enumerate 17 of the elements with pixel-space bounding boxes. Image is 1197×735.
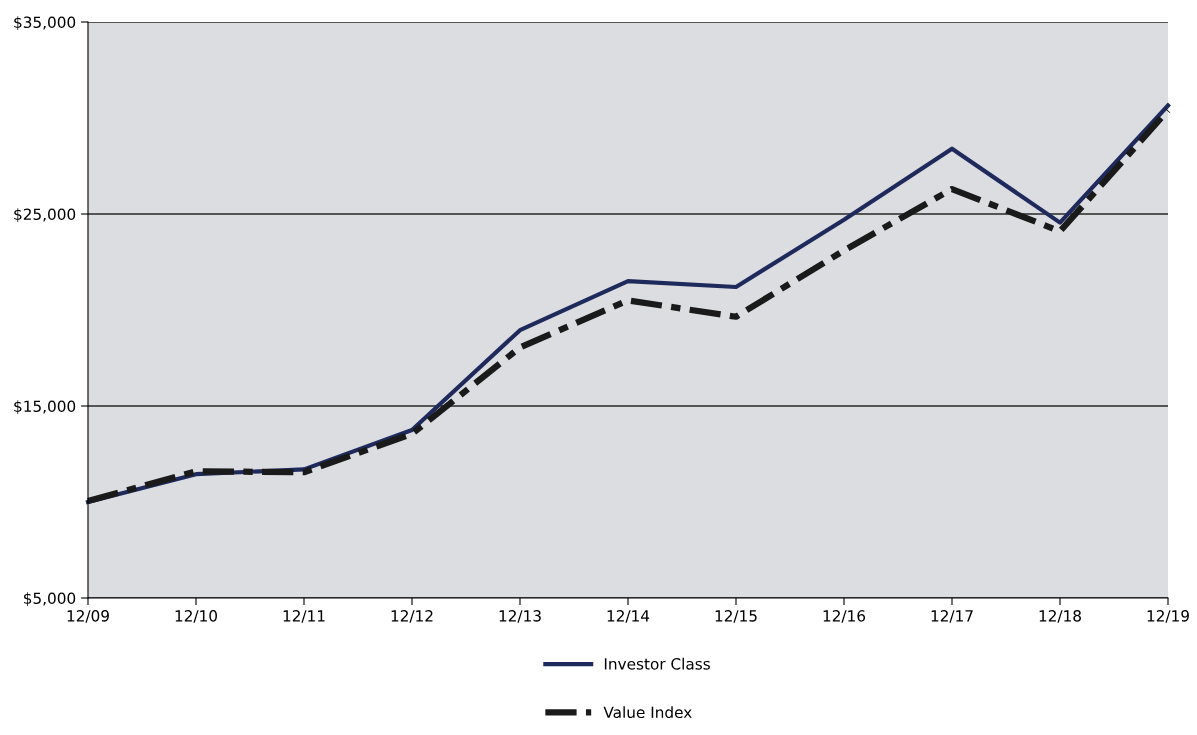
y-tick-label: $15,000 — [14, 400, 76, 415]
y-tick-label: $35,000 — [14, 16, 76, 31]
x-tick-label: 12/09 — [67, 610, 109, 623]
x-tick-label: 12/17 — [931, 610, 973, 623]
x-tick-label: 12/11 — [283, 610, 325, 623]
y-tick-label: $25,000 — [14, 208, 76, 223]
x-tick-label: 12/10 — [175, 610, 217, 623]
x-tick-label: 12/18 — [1039, 610, 1081, 623]
x-tick-label: 12/12 — [391, 610, 433, 623]
x-tick-label: 12/19 — [1147, 610, 1189, 623]
x-tick-label: 12/14 — [607, 610, 650, 623]
y-tick-label: $5,000 — [24, 592, 76, 607]
x-tick-label: 12/13 — [499, 610, 541, 623]
x-tick-label: 12/15 — [715, 610, 757, 623]
x-tick-label: 12/16 — [823, 610, 866, 623]
legend-label: Investor Class — [604, 657, 710, 670]
legend-label: Value Index — [603, 706, 692, 719]
